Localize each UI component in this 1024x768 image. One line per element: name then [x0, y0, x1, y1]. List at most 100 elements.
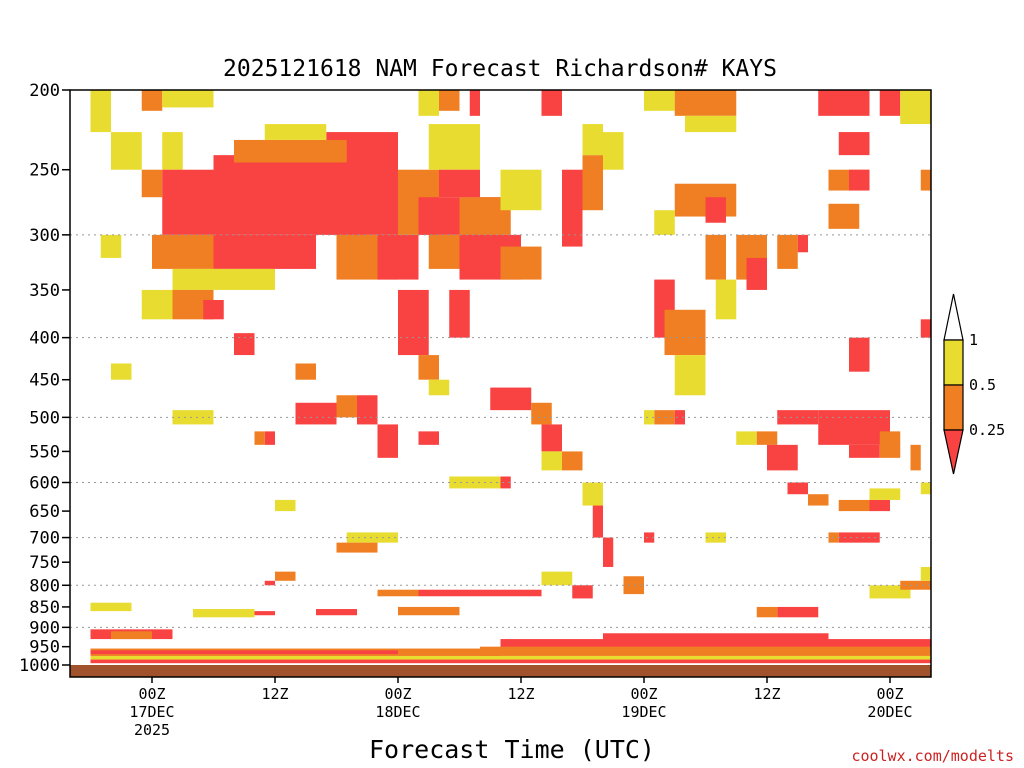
heatmap-cell — [264, 431, 275, 445]
heatmap-cell — [141, 169, 163, 198]
heatmap-cell — [469, 90, 480, 116]
heatmap-cell — [295, 402, 337, 425]
heatmap-cell — [428, 124, 480, 170]
heatmap-cell — [828, 203, 860, 229]
heatmap-cell — [162, 132, 183, 170]
heatmap-cell — [275, 571, 296, 581]
heatmap-cell — [541, 424, 562, 452]
x-tick-label: 00Z — [384, 685, 411, 703]
x-tick-label: 12Z — [507, 685, 534, 703]
heatmap-cell — [849, 169, 870, 191]
heatmap-cell — [705, 532, 726, 543]
heatmap-cell — [418, 431, 439, 445]
y-tick-label: 300 — [29, 226, 60, 246]
heatmap-cell — [562, 169, 583, 247]
colorbar-label: 0.25 — [969, 421, 1005, 439]
heatmap-cell — [879, 90, 901, 116]
x-tick-label: 2025 — [134, 721, 170, 739]
heatmap-cell — [900, 580, 931, 590]
heatmap-cell — [818, 410, 890, 445]
x-tick-label: 19DEC — [621, 703, 666, 721]
heatmap-cell — [541, 571, 573, 586]
heatmap-cell — [500, 476, 511, 489]
y-tick-label: 400 — [29, 329, 60, 349]
heatmap-cell — [336, 542, 378, 553]
heatmap-cell — [644, 532, 655, 543]
heatmap-cell — [90, 650, 398, 655]
heatmap-cell — [674, 90, 737, 116]
heatmap-cell — [428, 379, 450, 396]
heatmap-cell — [418, 589, 542, 597]
y-tick-label: 750 — [29, 553, 60, 573]
heatmap-cell — [572, 585, 593, 599]
heatmap-cell — [603, 132, 624, 170]
heatmap-cell — [664, 309, 706, 356]
heatmap-cell — [838, 532, 880, 543]
heatmap-cell — [500, 639, 931, 649]
heatmap-cell — [767, 444, 798, 471]
heatmap-cell — [449, 289, 470, 338]
heatmap-cell — [111, 631, 152, 640]
heatmap-cell — [541, 90, 562, 116]
chart-title: 2025121618 NAM Forecast Richardson# KAYS — [223, 56, 777, 82]
colorbar-label: 0.5 — [969, 376, 996, 394]
heatmap-cell — [920, 319, 931, 338]
heatmap-cell — [869, 488, 901, 500]
heatmap-cell — [162, 90, 214, 108]
heatmap-cell — [377, 234, 419, 280]
colorbar-bin-lt-0.25 — [943, 429, 964, 475]
heatmap-cell — [234, 333, 255, 356]
heatmap-cell — [172, 410, 214, 425]
heatmap-cell — [500, 169, 542, 211]
y-tick-label: 350 — [29, 281, 60, 301]
colorbar: 1 0.5 0.25 — [943, 293, 1005, 475]
heatmap-cell — [674, 410, 685, 425]
heatmap-cell — [777, 234, 798, 269]
y-tick-label: 1000 — [19, 656, 60, 676]
y-tick-label: 900 — [29, 618, 60, 638]
y-tick-label: 200 — [29, 81, 60, 101]
heatmap-cell — [910, 444, 921, 471]
heatmap-cell — [264, 580, 275, 586]
heatmap-cell — [920, 566, 931, 581]
heatmap-cell — [756, 431, 778, 445]
heatmap-cell — [685, 115, 737, 133]
heatmap-cell — [797, 234, 808, 253]
heatmap-cell — [418, 90, 439, 116]
heatmap-cell — [439, 169, 480, 198]
heatmap-cell — [562, 451, 583, 471]
heatmap-cell — [582, 155, 603, 211]
heatmap-cell — [674, 355, 706, 396]
heatmap-cell — [715, 279, 737, 320]
heatmap-cell — [418, 355, 439, 380]
y-tick-label: 800 — [29, 576, 60, 596]
heatmap-cell — [531, 402, 552, 425]
y-tick-label: 850 — [29, 598, 60, 618]
heatmap-cell — [869, 499, 890, 512]
heatmap-cell — [90, 90, 111, 133]
x-axis-label: Forecast Time (UTC) — [369, 735, 655, 764]
heatmap-cell — [623, 576, 644, 595]
heatmap-cell — [193, 609, 255, 618]
heatmap-cell — [398, 289, 429, 356]
x-tick-label: 00Z — [876, 685, 903, 703]
heatmap-cell — [787, 482, 808, 495]
y-tick-label: 650 — [29, 502, 60, 522]
y-tick-label: 550 — [29, 442, 60, 462]
heatmap-cell — [838, 132, 870, 156]
heatmap-cell — [777, 606, 819, 618]
x-tick-label: 12Z — [753, 685, 780, 703]
heatmap-cell — [480, 646, 931, 656]
heatmap-cell — [705, 197, 726, 223]
heatmap-cell — [111, 363, 132, 380]
heatmap-cell — [644, 410, 655, 425]
heatmap-cell — [736, 431, 757, 445]
plot-area — [69, 89, 932, 678]
x-tick-label: 18DEC — [375, 703, 420, 721]
heatmap-cell — [90, 659, 931, 664]
y-tick-label: 500 — [29, 408, 60, 428]
credit-text: coolwx.com/modelts — [851, 747, 1014, 765]
heatmap-cell — [449, 476, 501, 489]
